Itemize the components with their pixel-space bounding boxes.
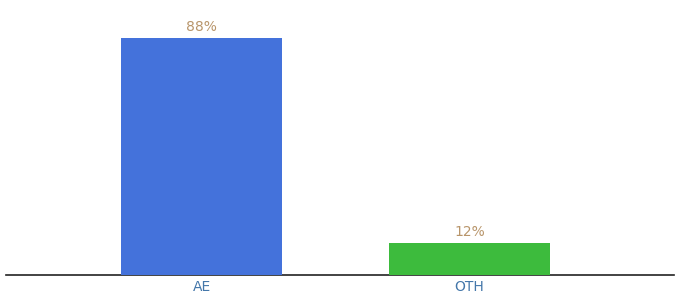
Bar — [389, 243, 549, 275]
Text: 12%: 12% — [454, 224, 485, 239]
Bar — [122, 38, 282, 275]
Text: 88%: 88% — [186, 20, 217, 34]
